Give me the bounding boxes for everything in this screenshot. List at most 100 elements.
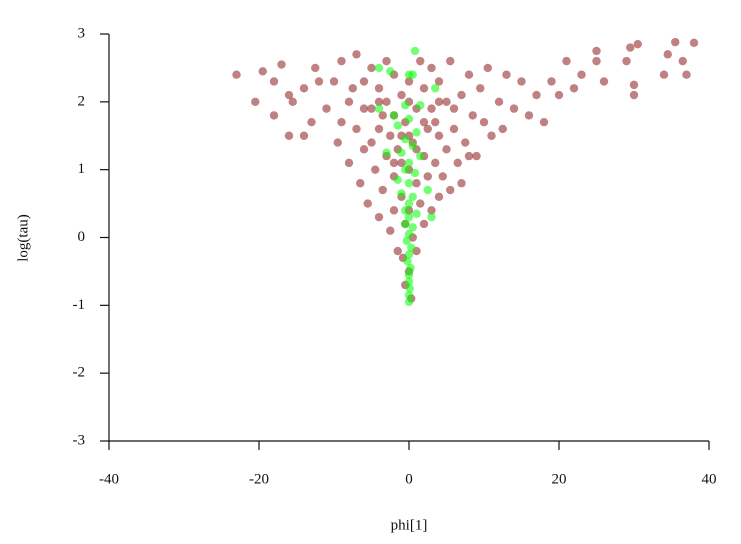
point bbox=[427, 63, 436, 73]
point bbox=[446, 56, 455, 66]
point bbox=[401, 165, 410, 174]
point bbox=[461, 138, 470, 147]
point bbox=[487, 131, 496, 140]
point bbox=[412, 128, 421, 137]
point bbox=[472, 151, 481, 161]
point bbox=[678, 56, 687, 66]
y-axis-label: log(tau) bbox=[15, 214, 31, 261]
y-tick-label: -3 bbox=[73, 432, 86, 448]
point bbox=[386, 226, 395, 235]
point bbox=[663, 50, 672, 59]
point bbox=[374, 97, 384, 107]
point bbox=[423, 172, 432, 181]
point bbox=[431, 158, 440, 168]
point bbox=[464, 151, 474, 161]
point bbox=[378, 185, 387, 195]
point bbox=[419, 84, 429, 93]
y-tick-label: 0 bbox=[78, 229, 86, 245]
point bbox=[539, 117, 549, 127]
point bbox=[374, 63, 384, 73]
point bbox=[434, 77, 444, 86]
point bbox=[412, 209, 421, 218]
point bbox=[562, 56, 571, 66]
point bbox=[407, 243, 416, 252]
point bbox=[401, 219, 410, 229]
point bbox=[626, 43, 635, 52]
point bbox=[457, 179, 466, 188]
point bbox=[397, 90, 406, 100]
point bbox=[382, 56, 391, 66]
point bbox=[453, 158, 462, 168]
point bbox=[404, 277, 414, 286]
point bbox=[577, 70, 586, 79]
point bbox=[402, 236, 411, 246]
point bbox=[352, 124, 361, 134]
point bbox=[397, 189, 406, 198]
point bbox=[401, 101, 410, 110]
point bbox=[386, 131, 395, 140]
y-tick-label: 1 bbox=[78, 161, 86, 177]
point bbox=[359, 145, 369, 154]
point bbox=[416, 101, 425, 110]
point bbox=[419, 219, 429, 229]
x-axis-label: phi[1] bbox=[391, 517, 428, 533]
point bbox=[408, 192, 417, 201]
point bbox=[374, 212, 384, 222]
point bbox=[403, 257, 412, 266]
point bbox=[431, 84, 440, 93]
point bbox=[423, 185, 432, 195]
point bbox=[404, 297, 414, 307]
point bbox=[311, 63, 320, 73]
point bbox=[404, 158, 414, 168]
y-tick-label: -2 bbox=[73, 365, 86, 381]
point bbox=[367, 63, 376, 73]
point bbox=[434, 192, 444, 201]
point bbox=[307, 117, 316, 127]
point bbox=[389, 158, 399, 168]
point bbox=[382, 148, 391, 157]
point bbox=[367, 138, 376, 147]
point bbox=[547, 77, 556, 86]
point bbox=[682, 70, 691, 79]
point bbox=[359, 77, 369, 86]
point bbox=[494, 97, 504, 107]
point bbox=[393, 246, 402, 256]
y-tick-label: 3 bbox=[78, 25, 86, 41]
point bbox=[382, 97, 391, 107]
point bbox=[397, 158, 406, 168]
point bbox=[416, 56, 425, 66]
point bbox=[517, 77, 526, 86]
point bbox=[427, 104, 436, 113]
point bbox=[476, 84, 485, 93]
point bbox=[438, 172, 447, 181]
point bbox=[374, 84, 384, 93]
point bbox=[468, 111, 477, 120]
point bbox=[659, 70, 669, 79]
point bbox=[352, 50, 361, 59]
point bbox=[622, 56, 631, 66]
point bbox=[386, 67, 395, 76]
point bbox=[442, 145, 451, 154]
point bbox=[299, 84, 309, 93]
point bbox=[367, 104, 376, 113]
point bbox=[427, 206, 436, 215]
x-tick-label: 20 bbox=[552, 471, 567, 487]
point bbox=[277, 60, 286, 69]
point bbox=[599, 77, 609, 86]
point bbox=[592, 56, 601, 66]
point bbox=[393, 121, 402, 130]
point bbox=[442, 97, 451, 107]
point bbox=[359, 104, 369, 113]
point bbox=[434, 97, 444, 107]
point bbox=[378, 111, 387, 120]
point bbox=[446, 185, 455, 195]
point bbox=[629, 80, 639, 90]
x-tick-label: 40 bbox=[702, 471, 717, 487]
point bbox=[449, 124, 459, 134]
point bbox=[416, 151, 425, 161]
point bbox=[408, 223, 417, 232]
point bbox=[408, 141, 417, 151]
point bbox=[569, 84, 579, 93]
point bbox=[348, 84, 357, 93]
point bbox=[671, 37, 680, 47]
